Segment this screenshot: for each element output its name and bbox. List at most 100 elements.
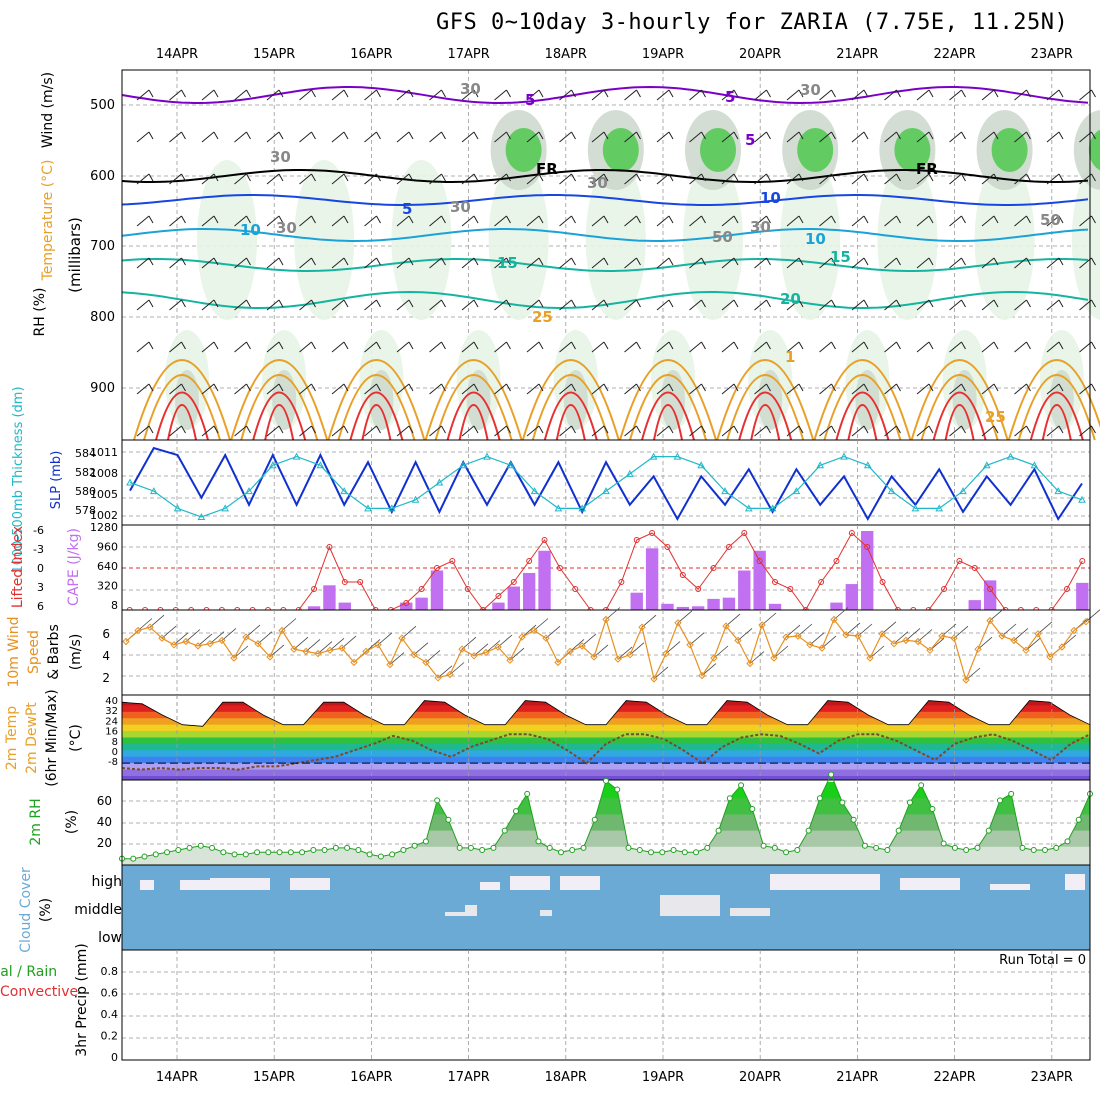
wind-barb-flag [636,383,641,392]
wind-speed-point [758,621,766,629]
wind-barb-flag [311,89,316,98]
wind-barb [851,89,865,101]
wind-barb [364,173,377,185]
wind-barb-flag [636,257,641,266]
precip-label-convective: Convective [0,984,78,1000]
li-point [464,586,471,592]
rh-point [771,844,778,851]
pressure-tick: 500 [90,98,115,113]
rh-point [467,844,474,851]
wind-barb-flag [636,341,641,350]
wind-barb-flag [246,341,251,350]
wind-barb [396,257,410,269]
thickness-tick: 578 [75,504,96,517]
li-point [987,586,994,592]
wind-barb-flag [863,257,869,266]
wind-barb-flag [148,215,154,224]
wind-speed-point [1058,643,1066,651]
wind-speed-point [146,623,154,631]
wind-barb-flag [1026,383,1031,392]
wind-barb [1001,623,1017,637]
thickness-point [863,461,872,469]
wind-speed-point [1034,630,1042,638]
wind-barb [461,257,475,269]
contour-label: 5 [402,200,412,218]
wind-barb [754,299,767,311]
wind-barb [916,299,930,311]
wind-barb [884,215,897,227]
wind-speed-point [842,631,850,639]
ylabel-rh: RH (%) [32,288,48,337]
wind-barb-flag [798,89,804,98]
wind-barb [461,173,475,185]
cape-bar [968,600,981,610]
wind-speed-point [638,623,646,631]
wind-barb [331,131,345,143]
top-date-label: 18APR [545,47,587,62]
wind-barb-flag [571,299,576,308]
rh-point [209,844,216,851]
thickness-point [387,504,396,512]
cloud-level-label: low [98,930,122,946]
wind-barb-flag [343,173,349,182]
wind-barb-flag [148,341,154,350]
wind-barb [1046,215,1060,227]
thickness-point [1078,495,1086,503]
cape-bar [676,606,690,610]
bottom-date-label: 20APR [739,1070,781,1085]
wind-barb [269,644,285,658]
cape-bar [768,603,782,610]
rh-shade-light [974,160,1035,320]
wind-barb [396,215,410,227]
rh-shade-green [991,128,1028,172]
temp-band [122,769,1090,777]
wind-speed-point [674,619,682,627]
wind-barb-flag [733,383,739,392]
rh-point [861,842,868,849]
temp-contour-arch [264,404,295,441]
wind-barb-flag [473,299,479,308]
thickness-point [149,487,158,495]
temp-tick: 40 [105,696,118,707]
wind-barb [617,646,633,660]
wind-barb [713,645,729,659]
rh-point [715,827,722,834]
wind-barb [916,257,930,269]
wind-barb [819,383,832,395]
ylabel-wind-barbs: & Barbs [46,624,62,680]
thickness-point [340,487,349,495]
wind-barb [521,624,537,638]
wind-barb [761,612,777,626]
wind-barb-flag [213,425,219,434]
wind-barb [941,623,957,637]
wind-barb-flag [343,257,349,266]
wind-barb-flag [961,299,966,308]
rh-point [985,827,992,834]
thickness-point [292,452,301,460]
wind-barb-flag [668,257,674,266]
ylabel-2m-rh: 2m RH [28,798,44,845]
rh-point [760,842,767,849]
rh-point [906,799,913,806]
wind-barb-flag [506,215,511,224]
cloud-gap [900,878,960,890]
wind-barb [234,299,247,311]
rh-point [1075,816,1082,823]
wind-barb-flag [766,257,771,266]
wind-barb-flag [148,173,154,182]
temp-band [122,731,1090,738]
wind-barb-flag [311,383,316,392]
li-point [433,565,440,571]
wind-barb [169,425,182,437]
wind-barb [266,425,280,437]
wind-barb [461,425,475,437]
contour-label: 30 [276,219,297,237]
temp-contour-arch [252,391,307,441]
temp-contour-arch [240,374,319,441]
wind-barb-flag [798,425,804,434]
rh-point [242,851,249,858]
temp-contour-arch [619,359,717,441]
wind-barb-flag [928,131,934,140]
wind-barb [677,610,693,624]
li-point [326,544,333,550]
